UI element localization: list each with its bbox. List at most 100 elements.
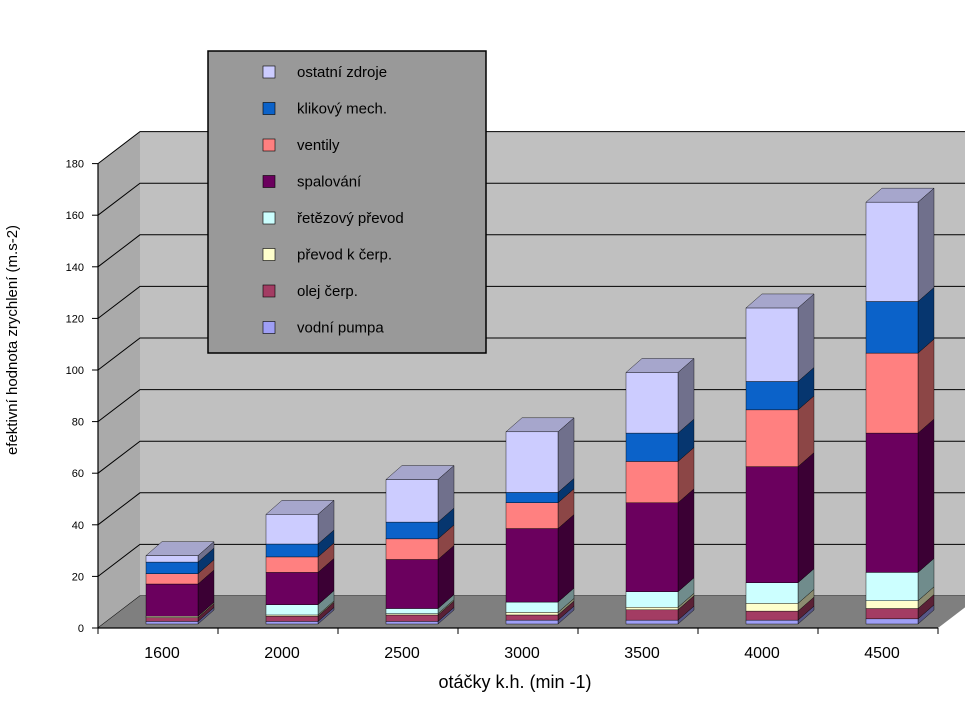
y-tick-label: 160 [66, 210, 84, 222]
bar-front [625, 609, 679, 621]
gridline [97, 389, 965, 422]
bar-side [797, 293, 815, 382]
x-tick-label: 3000 [504, 645, 540, 662]
bar-front [145, 583, 199, 617]
bar-front [265, 514, 319, 545]
bars [145, 187, 935, 625]
y-tick-label: 140 [66, 262, 84, 274]
bar-segment [625, 447, 695, 504]
x-tick-label: 1600 [144, 645, 180, 662]
bar-segment [745, 293, 815, 382]
bar-side [677, 488, 695, 593]
y-tick-label: 80 [72, 417, 84, 429]
bar-stack-3500 [625, 358, 695, 625]
bar-front [265, 556, 319, 573]
bar-front [625, 372, 679, 434]
x-axis: 1600 2000 2500 3000 3500 4000 4500 [97, 627, 939, 662]
legend-item: olej čerp. [262, 283, 358, 300]
bar-stack-4000 [745, 293, 815, 625]
bar-front [145, 573, 199, 585]
bar-stack-2500 [385, 465, 455, 625]
bar-segment [865, 287, 935, 354]
legend-label: spalování [297, 174, 362, 191]
bar-front [745, 381, 799, 411]
legend-item: ostatní zdroje [262, 64, 387, 81]
bar-segment [865, 418, 935, 573]
bar-side [557, 514, 575, 603]
bar-front [505, 619, 559, 625]
bar-top [145, 541, 215, 556]
x-tick-label: 4500 [864, 645, 900, 662]
legend-swatch [262, 138, 276, 152]
legend-item: převod k čerp. [262, 247, 392, 264]
y-tick-label: 120 [66, 313, 84, 325]
bar-top [265, 500, 335, 515]
bar-segment [625, 358, 695, 434]
y-tick-label: 0 [78, 623, 84, 635]
side-wall [98, 131, 140, 628]
bar-front [625, 502, 679, 592]
bar-segment [745, 395, 815, 468]
bar-front [505, 528, 559, 603]
legend-swatch [262, 102, 276, 115]
bar-front [745, 619, 799, 625]
legend-label: ventily [297, 137, 340, 154]
bar-segment [265, 499, 335, 545]
legend-label: ostatní zdroje [297, 64, 387, 81]
bar-segment [865, 338, 935, 434]
bar-front [505, 614, 559, 621]
gridline [97, 543, 965, 577]
y-tick-label: 20 [72, 571, 84, 583]
bar-front [745, 582, 799, 604]
bar-front [745, 610, 799, 621]
bar-segment [505, 514, 575, 603]
x-tick-label: 2500 [384, 645, 420, 662]
bar-front [625, 607, 679, 611]
bar-front [865, 432, 919, 573]
legend-swatch [262, 284, 276, 298]
bar-stack-4500 [865, 187, 935, 625]
bar-top [505, 417, 575, 432]
bar-side [917, 338, 935, 434]
bar-segment [385, 545, 455, 609]
legend-label: převod k čerp. [297, 247, 392, 264]
bar-front [385, 621, 439, 625]
y-tick-label: 60 [72, 468, 84, 480]
legend-label: klikový mech. [297, 101, 387, 118]
bar-segment [145, 569, 215, 617]
bar-side [917, 418, 935, 573]
legend-swatch [262, 321, 276, 334]
bar-front [625, 619, 679, 625]
x-axis-title: otáčky k.h. (min -1) [438, 672, 591, 692]
bar-top [745, 293, 815, 309]
gridline [97, 182, 965, 216]
bar-front [265, 616, 319, 622]
bar-front [625, 432, 679, 462]
legend-swatch [262, 65, 276, 79]
gridline [97, 440, 965, 474]
bar-front [385, 538, 439, 560]
bar-segment [745, 452, 815, 584]
legend-swatch [262, 248, 276, 261]
y-tick-label: 40 [72, 520, 84, 532]
legend-item: spalování [262, 174, 362, 191]
bar-front [385, 521, 439, 540]
bar-front [865, 352, 919, 434]
bar-top [625, 358, 695, 373]
x-tick-label: 4000 [744, 645, 780, 662]
bar-front [745, 409, 799, 467]
bar-stack-2000 [265, 499, 335, 625]
bar-front [145, 555, 199, 563]
bar-front [505, 601, 559, 613]
bar-front [505, 431, 559, 493]
bar-front [865, 201, 919, 302]
bar-front [505, 612, 559, 616]
bar-top [865, 187, 935, 203]
legend-item: řetězový převod [262, 210, 404, 227]
bar-side [797, 452, 815, 584]
bar-front [265, 604, 319, 616]
legend-box [207, 50, 487, 354]
gridline [97, 337, 965, 371]
bar-front [865, 618, 919, 625]
